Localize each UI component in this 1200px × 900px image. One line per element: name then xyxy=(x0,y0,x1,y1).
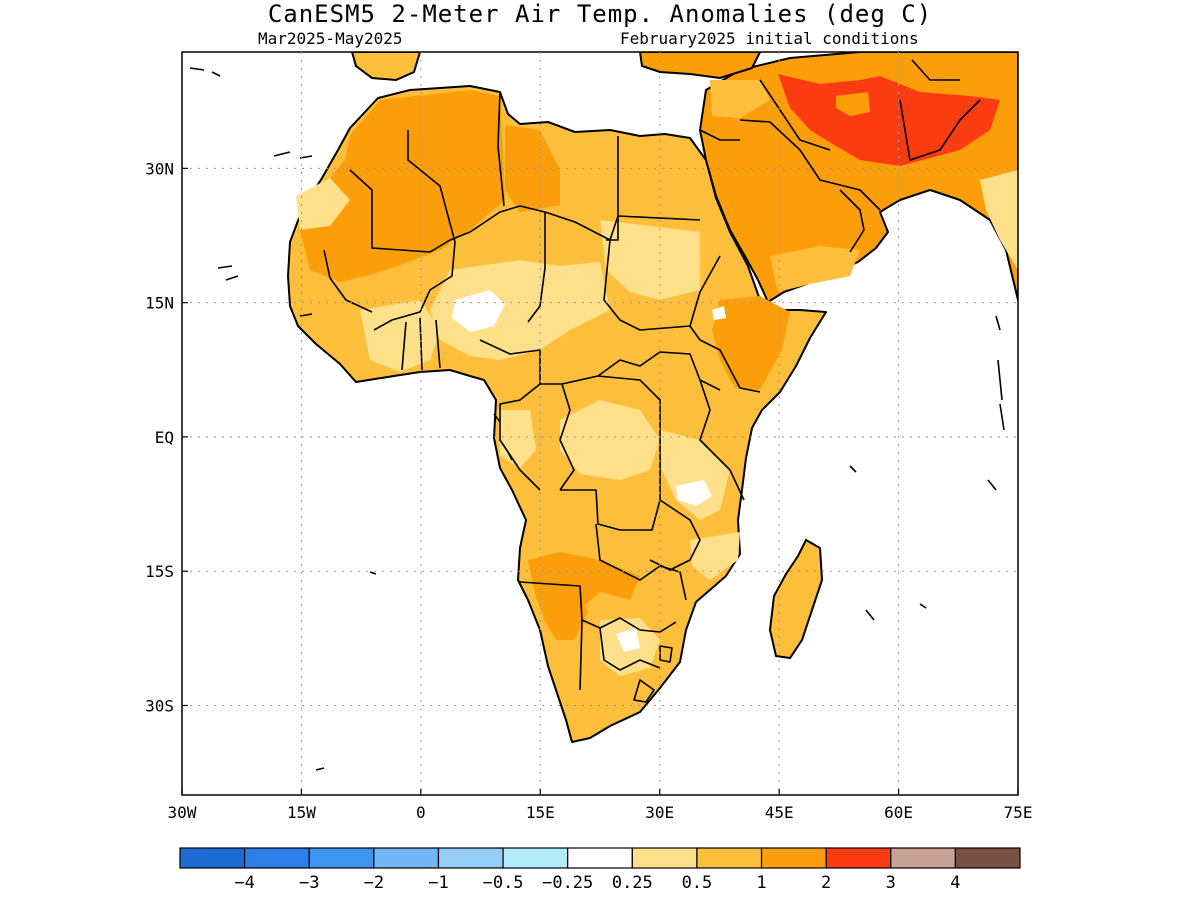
y-tick-label: 15N xyxy=(145,294,174,313)
colorbar-label: −4 xyxy=(234,873,254,893)
anomaly-sahel-05 xyxy=(430,260,610,360)
map-title: CanESM5 2-Meter Air Temp. Anomalies (deg… xyxy=(268,0,932,28)
colorbar-label: −3 xyxy=(299,873,319,893)
anomaly-india-05 xyxy=(980,170,1018,270)
colorbar-label: 2 xyxy=(821,873,831,893)
anomaly-tanzania-low xyxy=(676,480,712,506)
colorbar-swatch xyxy=(631,847,698,869)
y-tick-label: 30N xyxy=(145,159,174,178)
colorbar-label: −0.5 xyxy=(483,873,524,893)
colorbar: −4 −3 −2 −1 −0.5 −0.25 0.25 0.5 1 2 3 4 xyxy=(179,847,1021,893)
colorbar-swatch xyxy=(308,847,375,869)
anomaly-congo-05 xyxy=(560,400,660,480)
colorbar-label: 0.25 xyxy=(612,873,653,893)
anomaly-nile-2 xyxy=(505,125,560,212)
colorbar-swatch xyxy=(437,847,504,869)
y-tick-label: EQ xyxy=(155,428,174,447)
colorbar-label: 1 xyxy=(756,873,766,893)
colorbar-swatch xyxy=(696,847,763,869)
anomaly-yemen-1 xyxy=(770,246,860,292)
anomaly-ethiopia-low xyxy=(712,306,726,320)
x-tick-label: 45E xyxy=(765,803,794,822)
colorbar-swatch xyxy=(244,847,310,869)
x-tick-label: 30E xyxy=(645,803,674,822)
colorbar-label: 0.5 xyxy=(682,873,713,893)
colorbar-swatch xyxy=(502,847,569,869)
gridlines xyxy=(182,52,1018,795)
colorbar-swatch xyxy=(373,847,440,869)
x-tick-label: 15E xyxy=(526,803,555,822)
colorbar-swatch xyxy=(890,847,956,869)
colorbar-label: −2 xyxy=(364,873,384,893)
anomaly-sudan-05 xyxy=(600,220,700,300)
colorbar-swatch xyxy=(567,847,633,869)
colorbar-swatch xyxy=(760,847,827,869)
x-tick-label: 15W xyxy=(287,803,316,822)
islands xyxy=(189,67,1005,771)
x-tick-label: 75E xyxy=(1004,803,1033,822)
y-tick-label: 30S xyxy=(145,696,174,715)
colorbar-label: −1 xyxy=(428,873,448,893)
colorbar-label: 3 xyxy=(886,873,896,893)
anomaly-namibia-2 xyxy=(538,594,588,640)
colorbar-swatch xyxy=(179,847,246,869)
madagascar xyxy=(768,538,824,660)
anomaly-iran-2-inner xyxy=(836,92,870,116)
europe-fringe xyxy=(350,52,422,82)
map-area xyxy=(189,52,1018,771)
y-tick-label: 15S xyxy=(145,562,174,581)
anomaly-southafrica-low xyxy=(616,628,640,652)
anomaly-arabia-1 xyxy=(710,80,770,118)
anomaly-mozambique-05 xyxy=(690,532,740,580)
turkey-fringe xyxy=(638,52,762,80)
period-label: Mar2025-May2025 xyxy=(258,29,403,48)
x-tick-label: 60E xyxy=(884,803,913,822)
anomaly-horn-2 xyxy=(712,296,790,390)
colorbar-swatch xyxy=(825,847,892,869)
anomaly-sahara-2 xyxy=(300,90,505,282)
anomaly-nigeria-low xyxy=(452,290,505,332)
anomaly-gabon-05 xyxy=(498,410,536,468)
x-tick-label: 0 xyxy=(416,803,426,822)
colorbar-label: 4 xyxy=(950,873,960,893)
anomaly-mauritania-05 xyxy=(296,178,350,230)
initial-conditions-label: February2025 initial conditions xyxy=(620,29,919,48)
country-borders xyxy=(323,59,981,703)
colorbar-swatch xyxy=(954,847,1021,869)
map-frame xyxy=(181,51,1019,796)
x-tick-label: 30W xyxy=(168,803,197,822)
colorbar-label: −0.25 xyxy=(542,873,593,893)
axis-ticks: 30W 15W 0 15E 30E 45E 60E 75E 30N 15N EQ 15S 30S xyxy=(145,159,1032,822)
